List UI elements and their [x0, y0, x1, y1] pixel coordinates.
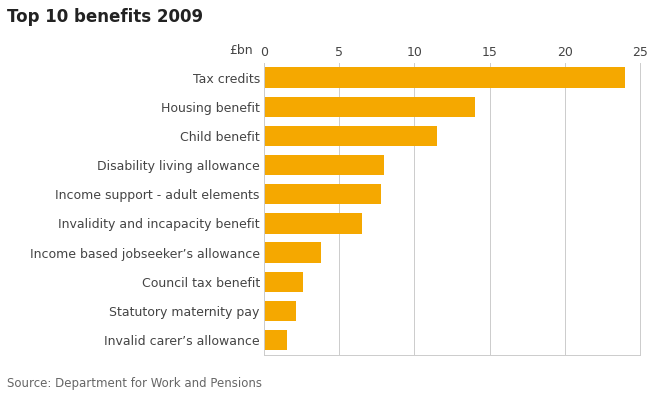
Bar [264, 67, 625, 88]
Bar [264, 330, 286, 350]
Text: Source: Department for Work and Pensions: Source: Department for Work and Pensions [7, 377, 261, 390]
Bar [264, 301, 296, 321]
Text: Top 10 benefits 2009: Top 10 benefits 2009 [7, 8, 203, 26]
Bar [264, 213, 362, 234]
Bar [264, 126, 437, 146]
Bar [264, 155, 384, 175]
Bar [264, 271, 303, 292]
Text: £bn: £bn [229, 45, 253, 58]
Bar [264, 242, 321, 263]
Bar [264, 97, 475, 117]
Bar [264, 184, 381, 204]
